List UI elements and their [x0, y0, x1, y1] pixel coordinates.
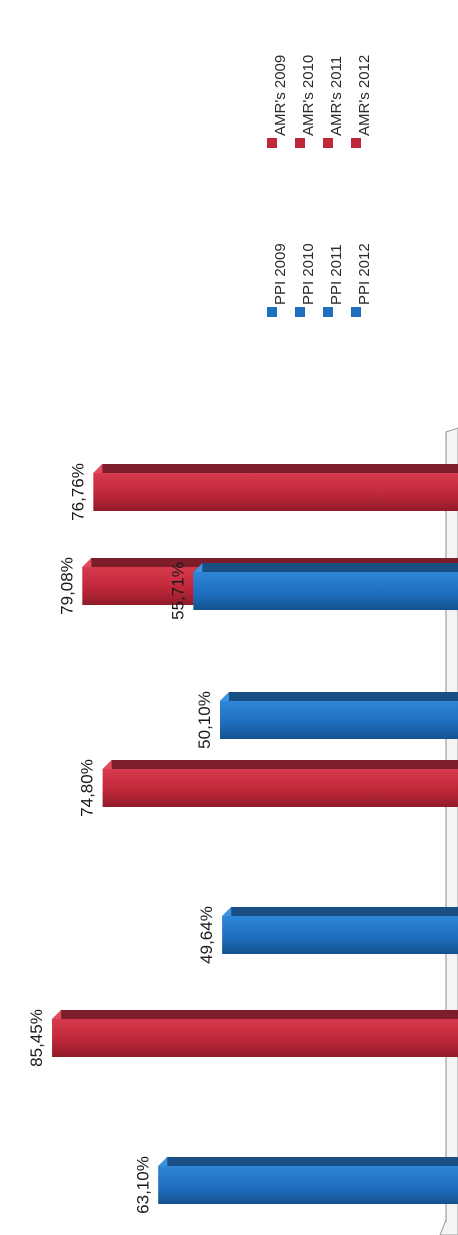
- legend-swatch-amr-2012: [351, 138, 361, 148]
- data-label-ppi-2009: 63,10%: [133, 1156, 152, 1214]
- legend-label-amr-2010: AMR's 2010: [300, 55, 317, 136]
- bar-ppi-2011: [220, 692, 458, 739]
- legend-item-ppi-2011: PPI 2011: [323, 244, 345, 317]
- bar-amr-2012: [93, 464, 458, 511]
- bar-front-ppi-2009: [158, 1166, 458, 1204]
- bar-front-amr-2012: [93, 473, 458, 511]
- bars-group: [52, 464, 458, 1204]
- data-label-ppi-2012: 55,71%: [168, 562, 187, 620]
- bar-top-ppi-2009: [158, 1157, 458, 1166]
- legend-label-ppi-2010: PPI 2010: [300, 243, 317, 305]
- bar-top-amr-2010: [103, 760, 458, 769]
- bar-amr-2009: [52, 1010, 458, 1057]
- legend-item-ppi-2012: PPI 2012: [351, 243, 373, 317]
- bar-front-ppi-2011: [220, 701, 458, 739]
- legend-label-amr-2009: AMR's 2009: [272, 55, 289, 136]
- legend-swatch-amr-2010: [295, 138, 305, 148]
- legend-swatch-amr-2009: [267, 138, 277, 148]
- bar-top-amr-2009: [52, 1010, 458, 1019]
- legend-label-amr-2011: AMR's 2011: [328, 56, 345, 136]
- data-label-amr-2011: 79,08%: [57, 557, 76, 615]
- legend-item-amr-2011: AMR's 2011: [323, 56, 345, 148]
- legend-item-ppi-2010: PPI 2010: [295, 243, 317, 317]
- legend-item-ppi-2009: PPI 2009: [267, 243, 289, 317]
- legend-swatch-amr-2011: [323, 138, 333, 148]
- data-label-ppi-2010: 49,64%: [197, 906, 216, 964]
- legend-label-ppi-2011: PPI 2011: [328, 244, 345, 305]
- bar-front-ppi-2012: [193, 572, 458, 610]
- bar-top-ppi-2010: [222, 907, 458, 916]
- legend-ppi: PPI 2009 PPI 2010 PPI 2011 PPI 2012: [267, 243, 373, 317]
- data-label-amr-2010: 74,80%: [78, 759, 97, 817]
- data-label-ppi-2011: 50,10%: [195, 691, 214, 749]
- legend-amr: AMR's 2009 AMR's 2010 AMR's 2011 AMR's 2…: [267, 55, 373, 148]
- legend-label-ppi-2009: PPI 2009: [272, 243, 289, 305]
- legend-item-amr-2009: AMR's 2009: [267, 55, 289, 148]
- chart-floor: [440, 428, 458, 1235]
- bar-ppi-2010: [222, 907, 458, 954]
- legend-label-amr-2012: AMR's 2012: [356, 55, 373, 136]
- legend-swatch-ppi-2010: [295, 307, 305, 317]
- legend-swatch-ppi-2009: [267, 307, 277, 317]
- bar-top-amr-2012: [93, 464, 458, 473]
- data-label-amr-2009: 85,45%: [27, 1009, 46, 1067]
- legend-item-amr-2012: AMR's 2012: [351, 55, 373, 148]
- bar-ppi-2012: [193, 563, 458, 610]
- bar-ppi-2009: [158, 1157, 458, 1204]
- bar-front-ppi-2010: [222, 916, 458, 954]
- legend-swatch-ppi-2012: [351, 307, 361, 317]
- bar-front-amr-2009: [52, 1019, 458, 1057]
- bar-top-ppi-2012: [193, 563, 458, 572]
- bar-amr-2010: [103, 760, 458, 807]
- legend-label-ppi-2012: PPI 2012: [356, 243, 373, 305]
- bar-front-amr-2010: [103, 769, 458, 807]
- bar-top-ppi-2011: [220, 692, 458, 701]
- legend-swatch-ppi-2011: [323, 307, 333, 317]
- data-label-amr-2012: 76,76%: [68, 463, 87, 521]
- legend-item-amr-2010: AMR's 2010: [295, 55, 317, 148]
